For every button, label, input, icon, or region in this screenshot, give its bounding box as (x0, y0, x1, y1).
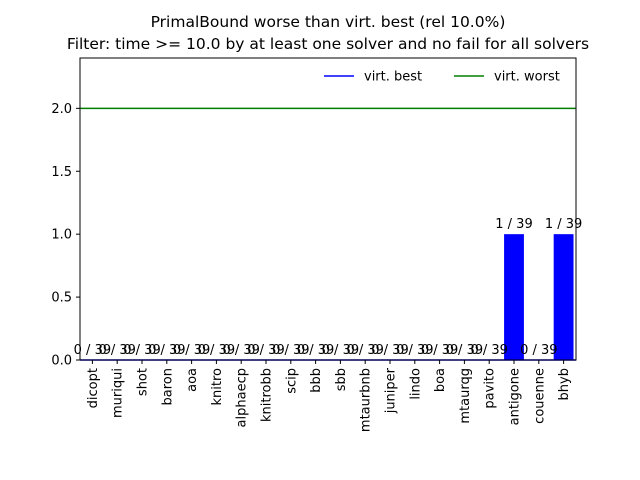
x-tick-label-muriqui: muriqui (111, 368, 126, 418)
bar-label-bhyb: 1 / 39 (545, 217, 582, 232)
bar-antigone (504, 234, 524, 360)
bar-label-lindo: 0 / 39 (396, 343, 433, 358)
bar-label-knitrobb: 0 / 39 (247, 343, 284, 358)
bar-label-muriqui: 0 / 39 (98, 343, 135, 358)
chart-title: PrimalBound worse than virt. best (rel 1… (151, 13, 506, 31)
y-tick-label: 1.5 (51, 165, 72, 180)
chart-subtitle: Filter: time >= 10.0 by at least one sol… (67, 35, 589, 53)
bar-bhyb (553, 234, 574, 360)
x-tick-label-lindo: lindo (408, 368, 423, 400)
x-tick-label-knitro: knitro (210, 368, 225, 406)
bar-label-scip: 0 / 39 (272, 343, 309, 358)
bar-label-mtaurbnb: 0 / 39 (346, 343, 383, 358)
x-tick-label-bbb: bbb (309, 368, 324, 393)
legend-label-virt-best: virt. best (364, 70, 422, 85)
plot-area: 0 / 390 / 390 / 390 / 390 / 390 / 390 / … (51, 57, 582, 432)
bar-label-boa: 0 / 39 (421, 343, 458, 358)
x-tick-label-shot: shot (136, 368, 151, 396)
bar-label-couenne: 0 / 39 (520, 343, 557, 358)
bar-label-knitro: 0 / 39 (198, 343, 235, 358)
x-tick-label-juniper: juniper (384, 367, 399, 414)
x-tick-label-knitrobb: knitrobb (260, 368, 275, 422)
x-tick-label-dicopt: dicopt (86, 368, 101, 408)
x-tick-label-bhyb: bhyb (557, 368, 572, 400)
legend-label-virt-worst: virt. worst (494, 70, 560, 85)
x-tick-label-alphaecp: alphaecp (235, 368, 250, 427)
x-tick-label-baron: baron (160, 368, 175, 405)
y-tick-label: 0.0 (51, 354, 72, 369)
x-tick-label-couenne: couenne (532, 368, 547, 424)
bar-label-dicopt: 0 / 39 (74, 343, 111, 358)
axes-frame (79, 57, 577, 361)
bar-label-antigone: 1 / 39 (495, 217, 532, 232)
bar-label-baron: 0 / 39 (148, 343, 185, 358)
x-tick-label-sbb: sbb (334, 368, 349, 391)
bar-label-shot: 0 / 39 (123, 343, 160, 358)
bar-label-alphaecp: 0 / 39 (222, 343, 259, 358)
x-tick-label-scip: scip (284, 368, 299, 394)
bar-label-pavito: 0 / 39 (470, 343, 507, 358)
y-tick-label: 2.0 (51, 102, 72, 117)
y-tick-label: 0.5 (51, 291, 72, 306)
bar-label-aoa: 0 / 39 (173, 343, 210, 358)
bar-label-mtaurqg: 0 / 39 (446, 343, 483, 358)
bar-label-sbb: 0 / 39 (322, 343, 359, 358)
x-tick-label-boa: boa (433, 368, 448, 392)
x-tick-label-mtaurqg: mtaurqg (458, 368, 473, 424)
bar-label-juniper: 0 / 39 (371, 343, 408, 358)
y-tick-label: 1.0 (51, 228, 72, 243)
x-tick-label-aoa: aoa (185, 368, 200, 392)
x-tick-label-pavito: pavito (483, 368, 498, 409)
x-tick-label-antigone: antigone (508, 368, 523, 425)
x-tick-label-mtaurbnb: mtaurbnb (359, 368, 374, 432)
bar-label-bbb: 0 / 39 (297, 343, 334, 358)
